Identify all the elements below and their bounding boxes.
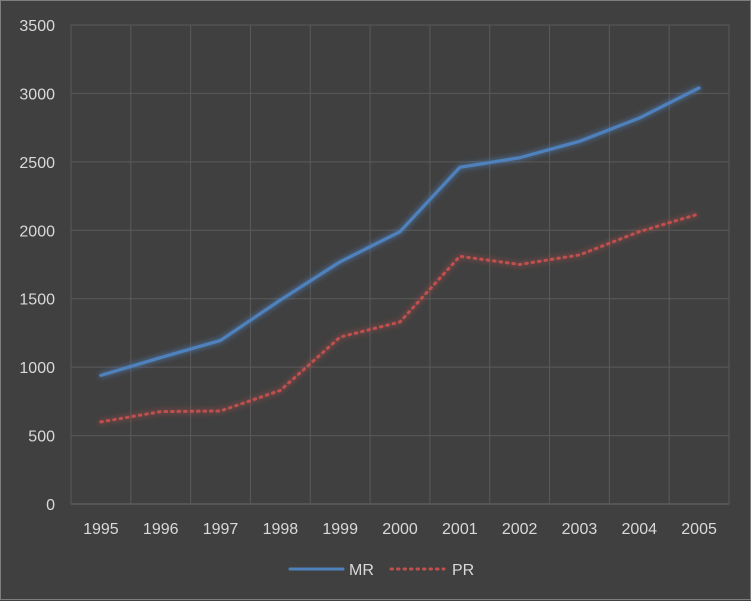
y-tick-label: 0 [46,497,55,514]
x-tick-label: 2000 [382,521,418,538]
x-tick-label: 2001 [442,521,478,538]
x-tick-label: 2002 [502,521,538,538]
x-tick-label: 1997 [203,521,239,538]
x-tick-label: 1998 [263,521,299,538]
x-tick-label: 1995 [83,521,119,538]
x-tick-label: 1996 [143,521,179,538]
y-tick-label: 2000 [19,223,55,240]
y-tick-label: 3500 [19,18,55,35]
x-tick-label: 2003 [562,521,598,538]
x-axis-tick-labels: 1995 1996 1997 1998 1999 2000 2001 2002 2003 2004… [83,521,717,538]
x-tick-label: 2004 [621,521,657,538]
y-axis-tick-labels: 0 500 1000 1500 2000 2500 3000 3500 [19,18,55,514]
series-lines [99,86,701,424]
x-tick-label: 1999 [322,521,358,538]
legend-label-mr: MR [349,562,374,579]
gridlines [70,24,730,505]
y-tick-label: 1000 [19,360,55,377]
y-tick-label: 2500 [19,155,55,172]
y-tick-label: 3000 [19,86,55,103]
x-tick-label: 2005 [681,521,717,538]
y-tick-label: 1500 [19,292,55,309]
y-tick-label: 500 [28,429,55,446]
series-line-pr [99,212,701,424]
series-line-mr [99,86,701,377]
legend: MR PR [288,562,474,579]
legend-label-pr: PR [452,562,474,579]
